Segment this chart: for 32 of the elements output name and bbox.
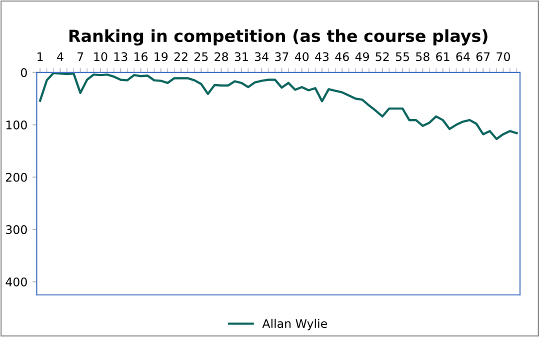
x-tick-label: 19: [154, 52, 168, 62]
line-series: [38, 72, 518, 140]
x-tick-label: 31: [234, 52, 248, 62]
x-tick-label: 67: [476, 52, 490, 62]
chart-title: Ranking in competition (as the course plays): [69, 29, 488, 46]
x-tick-label: 61: [436, 52, 450, 62]
x-tick-label: 49: [355, 52, 369, 62]
x-tick-label: 43: [315, 52, 329, 62]
y-tick-label: 100: [6, 120, 27, 130]
x-tick-label: 40: [294, 52, 309, 62]
legend-label: Allan Wylie: [262, 318, 327, 330]
x-tick-label: 7: [78, 52, 84, 61]
x-tick-label: 28: [214, 52, 228, 62]
y-tick-label: 400: [6, 278, 27, 286]
x-tick-label: 52: [376, 52, 389, 62]
x-tick-label: 10: [94, 52, 108, 62]
x-tick-label: 58: [416, 52, 430, 62]
y-tick-label: 300: [6, 225, 27, 234]
x-tick-label: 25: [194, 52, 208, 62]
x-tick-label: 4: [57, 52, 64, 61]
x-tick-label: 37: [275, 52, 288, 62]
x-tick-label: 1: [38, 52, 43, 61]
x-tick-label: 22: [174, 52, 188, 61]
x-tick-label: 55: [396, 52, 410, 62]
x-tick-label: 16: [134, 52, 148, 62]
x-tick-label: 13: [114, 52, 128, 62]
y-tick-label: 0: [20, 68, 27, 78]
x-tick-label: 46: [335, 52, 349, 62]
y-tick-label: 200: [6, 172, 27, 182]
x-tick-label: 64: [456, 52, 470, 62]
x-tick-label: 34: [254, 52, 268, 62]
x-tick-label: 70: [496, 52, 510, 62]
